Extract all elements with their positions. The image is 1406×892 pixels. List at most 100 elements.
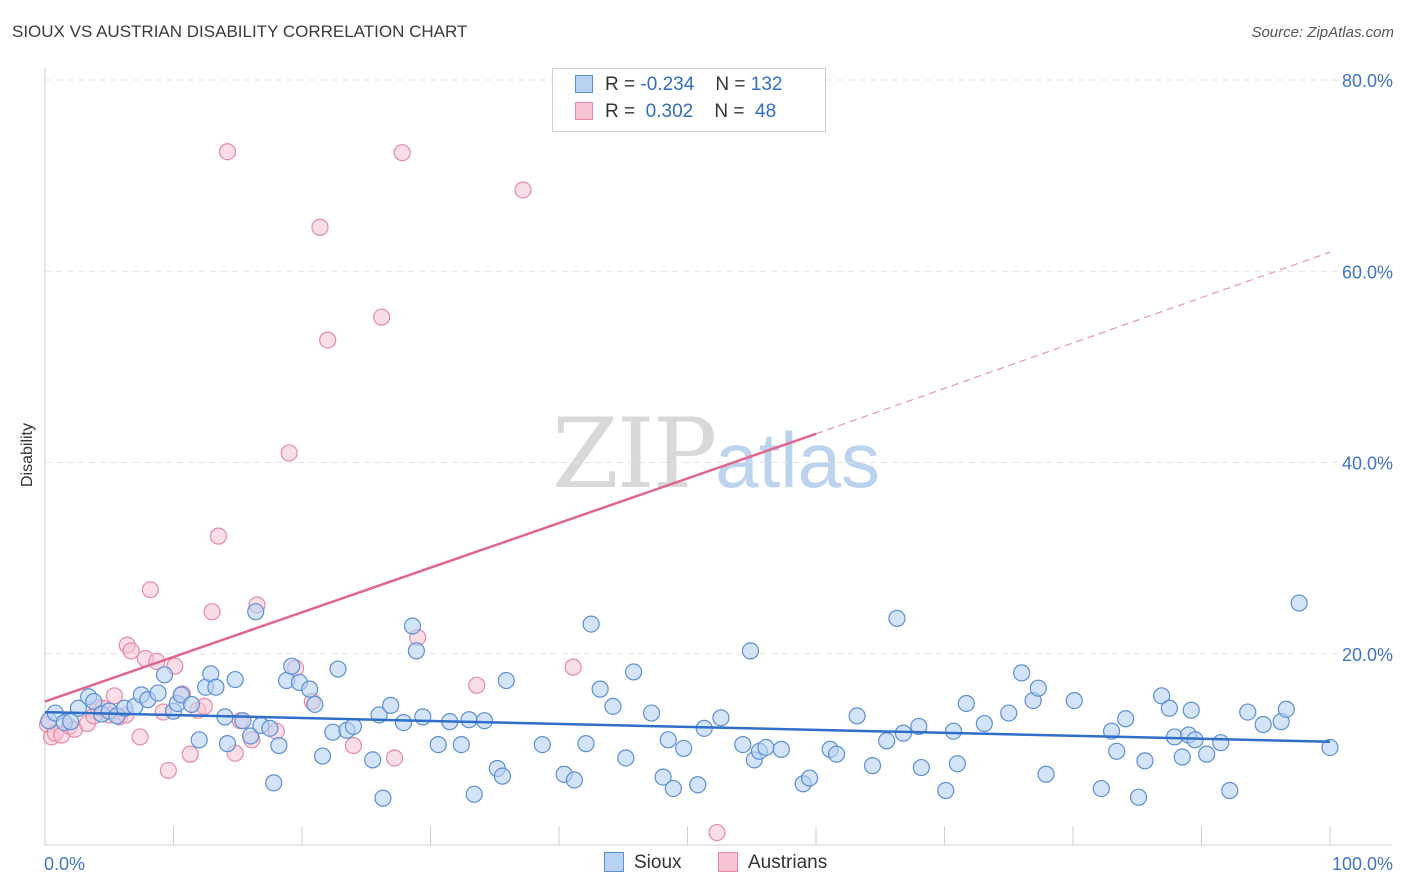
sioux-point	[577, 735, 595, 753]
sioux-point	[888, 609, 906, 627]
austrians-point	[708, 823, 726, 842]
legend-n-value-sioux: 132	[750, 74, 783, 95]
sioux-point	[403, 617, 422, 635]
sioux-point	[1321, 738, 1339, 757]
austrians-point	[393, 144, 411, 162]
sioux-point	[848, 707, 866, 725]
sioux-point	[617, 749, 635, 767]
legend-r-value-sioux: -0.234	[640, 74, 695, 95]
sioux-point	[604, 697, 622, 715]
sioux-point	[475, 712, 494, 730]
sioux-point	[1212, 734, 1230, 752]
austrians-point	[280, 444, 298, 462]
sioux-point	[948, 755, 966, 773]
sioux-point	[1198, 745, 1216, 763]
sioux-point	[1277, 700, 1295, 718]
sioux-point	[1290, 594, 1308, 612]
sioux-point	[182, 695, 201, 714]
sioux-point	[689, 776, 707, 794]
sioux-point	[1173, 748, 1191, 766]
sioux-point	[1129, 788, 1148, 806]
legend-n-label: N =	[715, 74, 746, 95]
sioux-point	[533, 735, 551, 754]
sioux-point	[642, 704, 661, 722]
austrians-point	[159, 761, 177, 780]
sioux-point	[1254, 715, 1272, 734]
legend-n-value-austrians: 48	[749, 101, 777, 122]
sioux-trend-line	[44, 710, 1331, 743]
austrians-point	[203, 603, 221, 621]
sioux-point	[937, 781, 955, 800]
sioux-point	[301, 680, 319, 698]
sioux-point	[591, 680, 609, 698]
sioux-point	[465, 785, 483, 803]
sioux-point	[493, 767, 512, 785]
sioux-point	[234, 712, 252, 730]
sioux-point	[944, 722, 963, 740]
sioux-point	[910, 717, 928, 736]
sioux-point	[329, 660, 347, 678]
austrians-trend-line	[44, 432, 817, 703]
y-axis-label: Disability	[19, 423, 36, 488]
sioux-point	[226, 670, 244, 689]
sioux-point	[1239, 703, 1257, 721]
sioux-point	[270, 736, 288, 755]
legend-n-label: N =	[714, 101, 745, 122]
y-tick-label: 40.0%	[1342, 454, 1393, 474]
sioux-point	[344, 717, 362, 736]
sioux-point	[382, 696, 400, 714]
sioux-point	[1153, 687, 1171, 705]
sioux-point	[190, 731, 208, 749]
sioux-point	[957, 694, 975, 713]
y-tick-label: 20.0%	[1342, 645, 1393, 665]
sioux-point	[1037, 765, 1055, 783]
sioux-point	[675, 739, 693, 758]
sioux-point	[85, 692, 103, 711]
austrians-point	[311, 218, 329, 236]
sioux-point	[324, 723, 342, 741]
watermark-zip: ZIP	[552, 398, 717, 510]
sioux-point	[207, 678, 225, 696]
legend-row-sioux: R = -0.234 N = 132	[575, 74, 782, 98]
sioux-point	[664, 779, 682, 798]
austrians-point	[514, 181, 532, 199]
sioux-point	[659, 731, 677, 749]
austrians-point	[319, 331, 337, 349]
sioux-point	[155, 666, 174, 684]
sioux-point	[1000, 704, 1018, 722]
austrians-point	[181, 745, 199, 763]
sioux-point	[460, 711, 478, 729]
austrians-point	[209, 527, 228, 545]
sioux-point	[1182, 701, 1200, 719]
legend-swatch-sioux	[604, 852, 624, 872]
austrians-point	[468, 676, 486, 694]
sioux-point	[1012, 664, 1031, 682]
sioux-point	[265, 774, 283, 792]
sioux-point	[261, 719, 279, 737]
legend-swatch-austrians	[575, 102, 593, 120]
sioux-point	[1102, 722, 1121, 740]
legend-r-label: R =	[605, 101, 636, 122]
sioux-point	[741, 642, 760, 660]
austrians-point	[385, 749, 404, 767]
sioux-point	[497, 671, 515, 690]
sioux-point	[654, 768, 672, 786]
sioux-point	[757, 738, 775, 757]
sioux-point	[313, 747, 332, 765]
austrians-point	[373, 308, 391, 326]
sioux-point	[364, 751, 382, 769]
watermark: ZIPatlas	[552, 398, 880, 510]
austrians-point	[218, 143, 237, 161]
sioux-point	[912, 758, 930, 777]
sioux-point	[772, 740, 790, 758]
legend-label-austrians: Austrians	[748, 852, 828, 873]
sioux-point	[394, 713, 413, 732]
sioux-point	[827, 745, 846, 763]
austrians-point	[122, 642, 140, 660]
sioux-point	[878, 732, 896, 750]
sioux-point	[283, 657, 301, 675]
sioux-point	[429, 735, 447, 754]
sioux-point	[800, 769, 819, 787]
sioux-point	[1136, 752, 1154, 770]
